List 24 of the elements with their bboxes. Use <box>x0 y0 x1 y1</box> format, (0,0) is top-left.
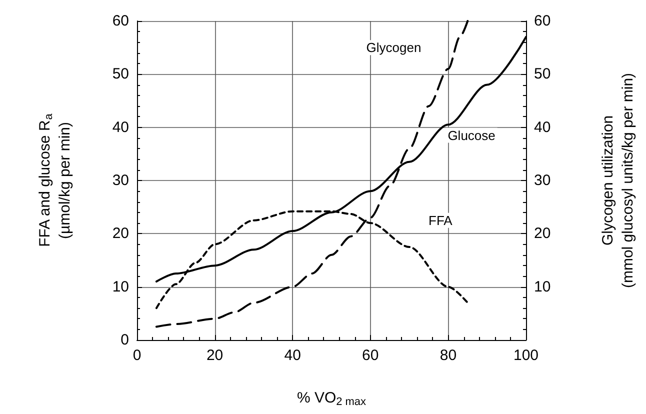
y2-tick-label: 60 <box>534 12 551 30</box>
x-tick-label: 0 <box>132 347 142 364</box>
y-axis-title: FFA and glucose Ra (µmol/kg per min) <box>36 112 74 247</box>
series-label: Glucose <box>448 128 496 143</box>
y-tick-label: 50 <box>112 66 129 83</box>
y-tick-label: 0 <box>120 332 129 348</box>
y2-tick-label: 40 <box>534 118 551 136</box>
y2-tick-label: 50 <box>534 66 551 83</box>
text: Glycogen <box>366 40 422 56</box>
y-tick-label: 20 <box>112 225 129 242</box>
x-tick-label: 20 <box>206 347 224 364</box>
y2-tick-label: 30 <box>534 172 551 189</box>
y-tick-label: 30 <box>112 172 129 189</box>
x-tick-label: 100 <box>513 347 539 364</box>
x-tick-label: 80 <box>440 347 457 364</box>
x-tick-label: 40 <box>284 347 301 364</box>
y2-tick-label: 10 <box>534 278 551 296</box>
y-tick-label: 60 <box>112 12 129 30</box>
y-tick-label: 10 <box>112 278 129 296</box>
series-label: FFA <box>428 212 453 228</box>
y-tick-label: 40 <box>112 118 129 136</box>
y2-tick-label: 20 <box>534 225 551 242</box>
y2-axis-title: Glycogen utilization (mmol glucosyl units/kg per min) <box>600 72 636 288</box>
x-tick-label: 60 <box>362 347 379 364</box>
